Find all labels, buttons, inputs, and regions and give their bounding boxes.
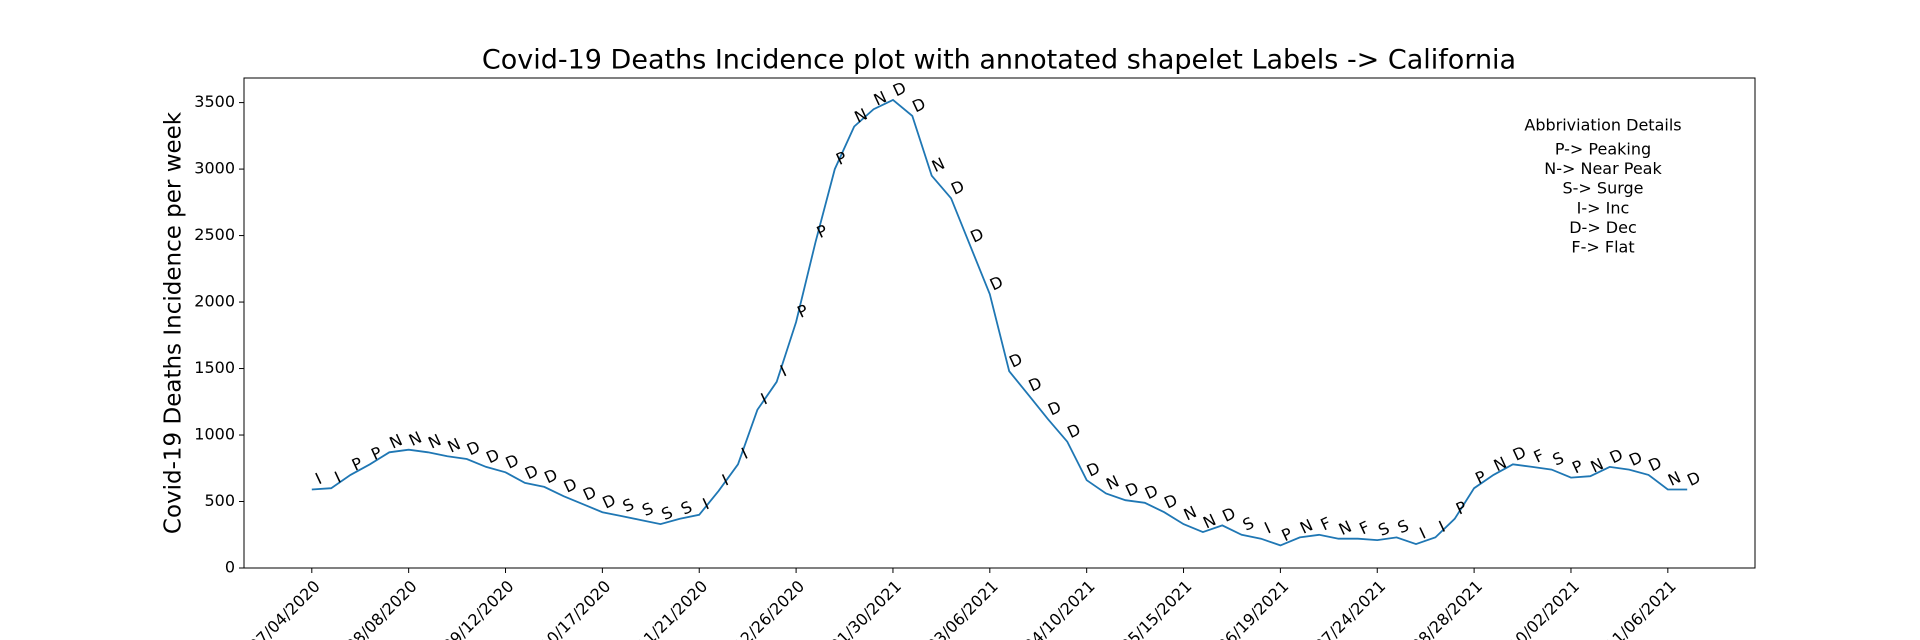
point-label: N: [929, 154, 948, 176]
y-tick-label: 2500: [194, 225, 235, 244]
point-label: D: [1084, 458, 1103, 480]
point-label: D: [1064, 420, 1083, 442]
point-label: P: [1472, 467, 1489, 488]
x-tick-label: 06/19/2021: [1214, 577, 1293, 640]
line: [311, 98, 1688, 547]
x-tick-label: 07/04/2020: [245, 577, 324, 640]
point-label: D: [502, 450, 521, 472]
point-label: D: [1142, 481, 1161, 503]
point-label: S: [1550, 448, 1567, 470]
point-label: D: [1045, 397, 1064, 419]
point-label: P: [1569, 456, 1586, 477]
x-tick-label: 07/24/2021: [1311, 577, 1390, 640]
point-label: N: [1587, 454, 1606, 476]
point-label: N: [386, 430, 405, 452]
point-label: N: [1665, 468, 1684, 490]
y-tick-label: 1000: [194, 425, 235, 444]
point-label: S: [678, 497, 695, 519]
point-label: I: [1416, 524, 1428, 543]
annotation-title: Abbriviation Details: [1524, 116, 1681, 135]
point-label: I: [312, 469, 324, 488]
point-label: N: [425, 430, 444, 452]
point-label: D: [1645, 453, 1664, 475]
annotation-line: I-> Inc: [1577, 198, 1630, 217]
point-label: D: [522, 461, 541, 483]
x-tick-label: 01/30/2021: [826, 577, 905, 640]
point-label: D: [599, 490, 618, 512]
point-label: S: [639, 498, 656, 520]
x-tick-label: 11/21/2020: [633, 577, 712, 640]
chart-title: Covid-19 Deaths Incidence plot with anno…: [482, 45, 1516, 76]
point-label: I: [1261, 518, 1273, 537]
point-label: D: [1684, 467, 1703, 489]
x-tick-label: 12/26/2020: [729, 577, 808, 640]
point-label: P: [1279, 524, 1296, 545]
point-label: P: [368, 443, 385, 464]
point-label: F: [1356, 517, 1372, 538]
x-tick-label: 09/12/2020: [439, 577, 518, 640]
point-label: D: [987, 272, 1006, 294]
point-label: S: [658, 502, 675, 524]
point-label: D: [967, 224, 986, 246]
point-label: N: [1200, 510, 1219, 532]
x-tick-label: 08/08/2020: [342, 577, 421, 640]
point-label: S: [1240, 513, 1257, 535]
point-label: P: [349, 453, 366, 474]
x-tick-label: 04/10/2021: [1020, 577, 1099, 640]
point-label: N: [871, 87, 890, 109]
y-tick-label: 0: [225, 558, 235, 577]
annotation-line: D-> Dec: [1569, 218, 1637, 237]
point-label: D: [1122, 478, 1141, 500]
y-tick-label: 3000: [194, 159, 235, 178]
point-label: D: [561, 474, 580, 496]
point-label: D: [1219, 503, 1238, 525]
point-label: N: [1297, 515, 1316, 537]
plot-frame: [243, 77, 1756, 569]
point-label: D: [1626, 447, 1645, 469]
point-label: N: [1491, 453, 1510, 475]
point-label: S: [1395, 516, 1412, 538]
x-tick-label: 05/15/2021: [1117, 577, 1196, 640]
point-label: N: [1103, 471, 1122, 493]
annotation-line: P-> Peaking: [1555, 140, 1651, 159]
annotation-line: F-> Flat: [1571, 238, 1634, 257]
point-label: D: [890, 78, 909, 100]
point-label: F: [1318, 513, 1334, 534]
point-label: D: [464, 437, 483, 459]
point-label: D: [948, 176, 967, 198]
point-label: N: [406, 428, 425, 450]
annotation-line: S-> Surge: [1562, 179, 1643, 198]
point-label: D: [483, 445, 502, 467]
x-tick-label: 11/06/2021: [1601, 577, 1680, 640]
x-tick-label: 08/28/2021: [1407, 577, 1486, 640]
point-label: D: [1026, 373, 1045, 395]
point-label: D: [580, 482, 599, 504]
point-label: I: [332, 468, 344, 487]
annotation-line: N-> Near Peak: [1544, 159, 1662, 178]
y-tick-label: 500: [204, 491, 235, 510]
point-label: D: [1607, 445, 1626, 467]
point-label: N: [445, 434, 464, 456]
point-label: D: [909, 94, 928, 116]
point-label: F: [1531, 445, 1547, 466]
x-tick-label: 10/17/2020: [536, 577, 615, 640]
point-label: D: [1510, 442, 1529, 464]
point-label: S: [1375, 518, 1392, 540]
point-label: D: [541, 465, 560, 487]
x-tick-label: 10/02/2021: [1504, 577, 1583, 640]
point-label: N: [1336, 517, 1355, 539]
y-tick-label: 1500: [194, 358, 235, 377]
x-tick-label: 03/06/2021: [923, 577, 1002, 640]
y-axis-label: Covid-19 Deaths Incidence per week: [161, 111, 187, 534]
y-tick-label: 3500: [194, 92, 235, 111]
point-label: S: [620, 494, 637, 516]
point-label: D: [1161, 490, 1180, 512]
y-tick-label: 2000: [194, 292, 235, 311]
point-label: N: [1181, 502, 1200, 524]
